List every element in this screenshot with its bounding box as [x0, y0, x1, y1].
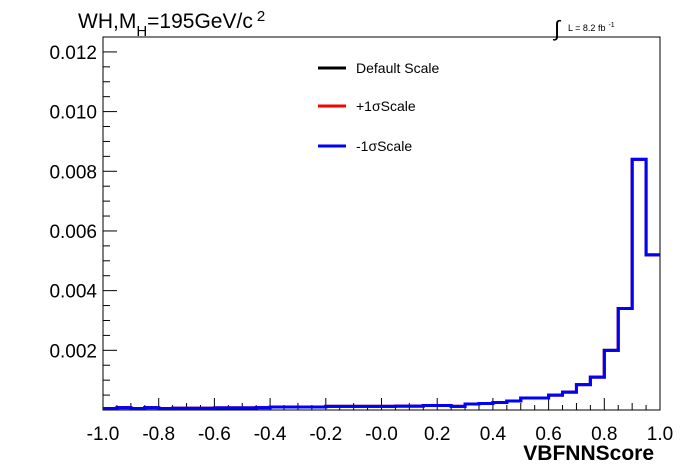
x-tick-label: 0.4: [480, 424, 507, 445]
integral-symbol: ∫: [552, 16, 562, 41]
luminosity-superscript: -1: [608, 22, 614, 29]
x-tick-label: 0.8: [591, 424, 617, 445]
legend-entry-1: +1σScale: [356, 98, 416, 114]
x-tick-label: -1.0: [87, 424, 120, 445]
y-tick-label: 0.002: [49, 341, 97, 362]
legend-entry-0: Default Scale: [356, 60, 439, 76]
x-tick-label: -0.2: [309, 424, 342, 445]
y-tick-label: 0.004: [49, 282, 97, 303]
x-tick-label: -0.6: [198, 424, 231, 445]
x-axis: -1.0 -0.8 -0.6 -0.4 -0.2 -0.0 0.2 0.4 0.6 0.8 1.0: [87, 398, 673, 445]
y-tick-label: 0.010: [49, 103, 97, 124]
y-tick-label: 0.012: [49, 43, 97, 64]
title-superscript: 2: [257, 8, 265, 25]
svg-text:L = 8.2 fb-1: L = 8.2 fb -1: [568, 22, 615, 33]
series-line-2: [103, 157, 660, 411]
series-layer: [103, 157, 660, 411]
y-axis: 0.002 0.004 0.006 0.008 0.010 0.012: [49, 36, 117, 396]
x-tick-label: 1.0: [647, 424, 673, 445]
chart-title: WH,MH=195GeV/c 2: [78, 8, 265, 40]
x-tick-label: 0.6: [535, 424, 561, 445]
x-tick-label: -0.8: [142, 424, 175, 445]
luminosity-label: ∫ L = 8.2 fb -1: [552, 16, 615, 41]
legend: Default Scale +1σScale -1σScale: [318, 60, 439, 154]
x-tick-label: -0.0: [365, 424, 398, 445]
x-axis-label: VBFNNScore: [523, 442, 654, 465]
luminosity-text: L = 8.2 fb: [568, 23, 605, 33]
title-prefix: WH,M: [78, 10, 136, 33]
y-tick-label: 0.008: [49, 162, 97, 183]
title-subscript: H: [136, 23, 147, 40]
legend-entry-2: -1σScale: [356, 138, 412, 154]
y-tick-label: 0.006: [49, 222, 97, 243]
x-tick-label: -0.4: [254, 424, 287, 445]
x-tick-label: 0.2: [424, 424, 450, 445]
title-value: =195GeV/c: [147, 10, 253, 33]
